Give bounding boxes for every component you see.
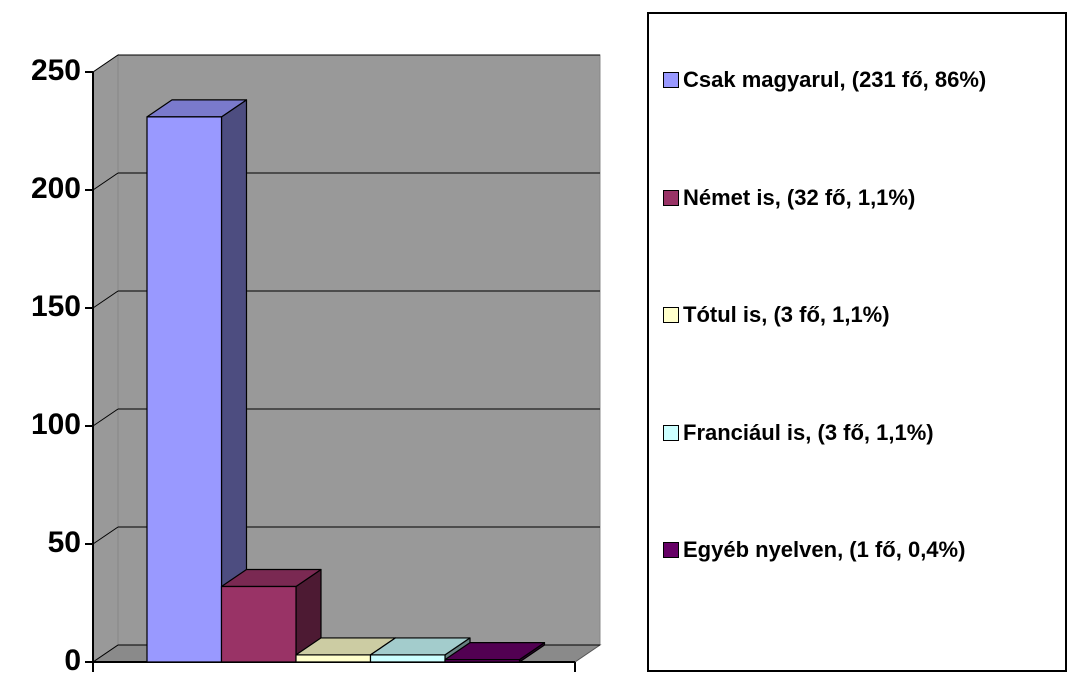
- legend-entry: Franciául is, (3 fő, 1,1%): [663, 418, 1055, 448]
- y-tick-label: 150: [31, 290, 81, 323]
- grid-line: [92, 290, 119, 309]
- legend-swatch: [663, 189, 679, 206]
- y-tick-label: 50: [48, 526, 81, 559]
- bar: [369, 654, 446, 663]
- legend: Csak magyarul, (231 fő, 86%) Német is, (3…: [647, 12, 1067, 672]
- bar: [146, 116, 223, 663]
- grid-line: [92, 54, 119, 73]
- y-tick-label: 250: [31, 54, 81, 87]
- grid-line: [92, 408, 119, 427]
- legend-entry: Tótul is, (3 fő, 1,1%): [663, 300, 1055, 330]
- y-tick-label: 200: [31, 172, 81, 205]
- grid-line: [92, 644, 119, 663]
- legend-swatch: [663, 72, 679, 88]
- legend-entry: Egyéb nyelven, (1 fő, 0,4%): [663, 535, 1055, 565]
- legend-entry: Német is, (32 fő, 1,1%): [663, 183, 1055, 213]
- chart: 0 50 100 150 200 250: [31, 54, 602, 675]
- legend-label: Német is, (32 fő, 1,1%): [683, 184, 916, 210]
- grid-line: [92, 526, 119, 545]
- legend-label: Tótul is, (3 fő, 1,1%): [683, 302, 890, 327]
- grid-line: [92, 172, 119, 191]
- legend-label: Csak magyarul, (231 fő, 86%): [683, 67, 987, 92]
- side-wall: [92, 54, 119, 663]
- legend-swatch: [663, 542, 679, 558]
- legend-label: Egyéb nyelven, (1 fő, 0,4%): [683, 537, 966, 562]
- legend-swatch: [663, 307, 679, 323]
- legend-label: Franciául is, (3 fő, 1,1%): [683, 419, 934, 445]
- bar: [220, 585, 297, 663]
- bar: [444, 659, 521, 663]
- y-tick-label: 100: [31, 408, 81, 441]
- bar: [295, 654, 372, 663]
- y-tick-label: 0: [64, 644, 81, 675]
- legend-entry: Csak magyarul, (231 fő, 86%): [663, 65, 1055, 95]
- legend-swatch: [663, 424, 679, 441]
